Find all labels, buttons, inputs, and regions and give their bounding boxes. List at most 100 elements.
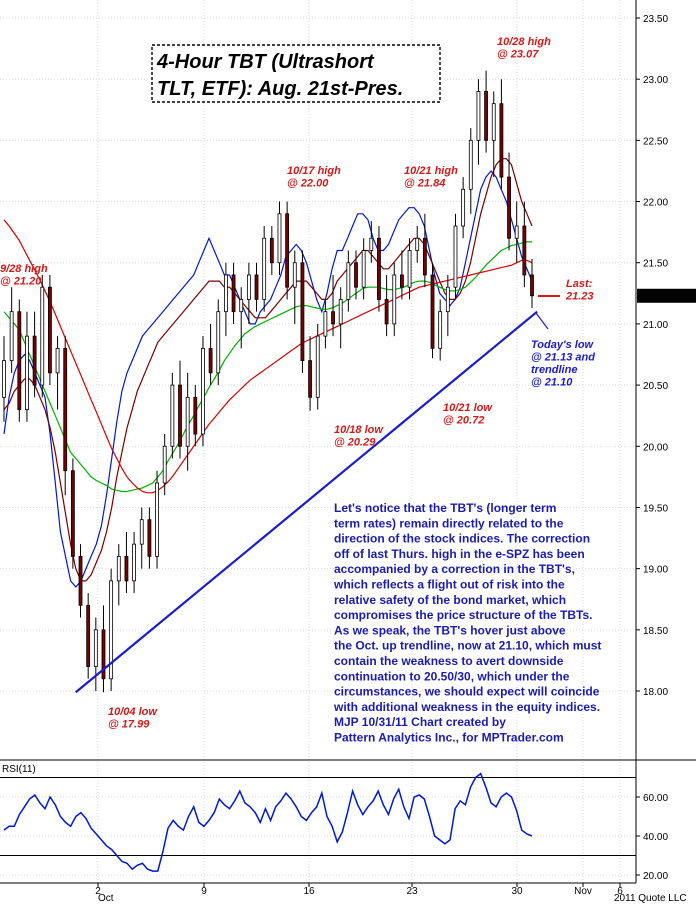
commentary-line: Let's notice that the TBT's (longer term (334, 501, 556, 515)
moving-average-line (3, 241, 532, 493)
moving-average-line (3, 170, 533, 588)
candle-body (292, 262, 297, 288)
annotation-text: 10/04 low (108, 706, 158, 718)
commentary-line: with additional weakness in the equity i… (333, 700, 600, 714)
candle-body (484, 91, 488, 141)
commentary-line: Pattern Analytics Inc., for MPTrader.com (334, 731, 564, 745)
candle-body (491, 103, 496, 141)
price-tick-label: 23.00 (643, 75, 668, 86)
candle-body (514, 225, 519, 239)
price-tick-label: 18.50 (643, 626, 668, 637)
candle-body (361, 250, 366, 288)
candle-body (185, 396, 190, 447)
x-tick-label: 23 (406, 886, 418, 897)
candle-body (132, 543, 136, 582)
candle-body (308, 360, 312, 398)
price-tick-label: 19.50 (643, 503, 668, 514)
candle-body (269, 237, 274, 264)
candle-body (116, 556, 121, 582)
candle-body (193, 396, 198, 435)
annotation-text: @ 20.72 (443, 415, 484, 427)
commentary-line: compromises the price structure of the T… (334, 608, 593, 622)
rsi-pane: RSI(11) 20.00 40.00 60.00 (0, 759, 696, 882)
candle-body (522, 225, 527, 276)
commentary-line: As we speak, the TBT's hover just above (334, 623, 566, 637)
annotation-text: Today's low (531, 339, 595, 351)
candle-body (178, 384, 182, 447)
candle-body (300, 262, 305, 362)
candle-body (70, 470, 75, 557)
moving-average-line (3, 219, 533, 494)
candle-body (93, 629, 98, 667)
candle-body (407, 250, 412, 288)
candle-body (445, 286, 450, 313)
price-tick-label: 20.50 (643, 381, 668, 392)
candle-body (124, 556, 129, 582)
x-tick-label: Nov (574, 886, 592, 897)
candle-body (285, 213, 290, 288)
rsi-tick-label: 60.00 (643, 793, 668, 804)
candle-body (254, 274, 259, 300)
candle-body (147, 519, 152, 557)
candle-body (32, 335, 37, 386)
x-tick-label: 2 (95, 886, 101, 897)
candle-body (530, 274, 534, 297)
price-pane: 9/28 high@ 21.20 10/17 high@ 22.00 10/21 h… (0, 0, 696, 883)
candle-body (86, 604, 91, 667)
rsi-label: RSI(11) (2, 764, 36, 775)
candle-body (40, 286, 45, 386)
candle-body (377, 237, 381, 300)
price-tick-label: 22.50 (643, 136, 668, 147)
candle-body (246, 274, 251, 300)
price-tick-label: 21.50 (643, 259, 668, 270)
x-tick-label: 16 (303, 886, 315, 897)
last-price-tag (637, 288, 696, 303)
annotation-text: @ 21.84 (404, 178, 445, 190)
price-tick-label: 20.00 (643, 442, 668, 453)
candle-body (499, 103, 504, 178)
candle-body (155, 482, 159, 557)
x-axis: 2 9 16 23 30 Nov 6 Oct 2011 Quote LLC (0, 882, 687, 904)
commentary-line: term rates) remain directly related to t… (334, 516, 564, 530)
candle-body (78, 556, 83, 606)
candle-body (392, 274, 397, 325)
commentary-line: which reflects a flight out of risk into… (333, 578, 565, 592)
candle-body (468, 139, 473, 190)
candle-body (25, 335, 29, 410)
annotation-text: @ 21.10 (531, 377, 573, 389)
x-tick-label: 6 (617, 886, 623, 897)
candle-body (201, 347, 205, 435)
moving-average-line (3, 158, 533, 582)
candle-body (369, 237, 374, 251)
rsi-axis: 20.00 40.00 60.00 (636, 793, 668, 882)
candle-body (430, 274, 435, 349)
candle-body (55, 347, 60, 374)
price-tick-label: 22.00 (643, 198, 668, 209)
annotation-text: Last: (566, 278, 593, 290)
title-line-1: 4-Hour TBT (Ultrashort (156, 51, 375, 73)
annotation-text: 21.23 (565, 291, 594, 303)
last-price-label: 21.23 (643, 292, 668, 303)
candle-body (170, 384, 175, 447)
price-gridlines (0, 0, 636, 883)
moving-average-lines (3, 158, 533, 588)
rsi-gridlines (0, 777, 636, 876)
candle-body (507, 176, 511, 239)
candlesticks (2, 70, 534, 693)
candle-body (63, 347, 68, 472)
commentary-line: contain the weakness to avert downside (334, 654, 564, 668)
commentary-line: continuation to 20.50/30, which under th… (334, 669, 570, 683)
chart-title-box: 4-Hour TBT (Ultrashort TLT, ETF): Aug. 2… (151, 44, 441, 103)
annotation-text: @ 21.13 and (531, 352, 595, 364)
candle-body (9, 311, 14, 362)
candle-body (354, 262, 358, 288)
commentary-line: relative safety of the bond market, whic… (334, 593, 566, 607)
candle-body (101, 629, 106, 680)
candle-body (162, 445, 167, 484)
rsi-polyline (3, 772, 533, 872)
candle-body (109, 580, 114, 680)
annotation-text: 10/18 low (334, 424, 384, 436)
candle-body (17, 311, 22, 410)
trendline-line (75, 310, 538, 694)
